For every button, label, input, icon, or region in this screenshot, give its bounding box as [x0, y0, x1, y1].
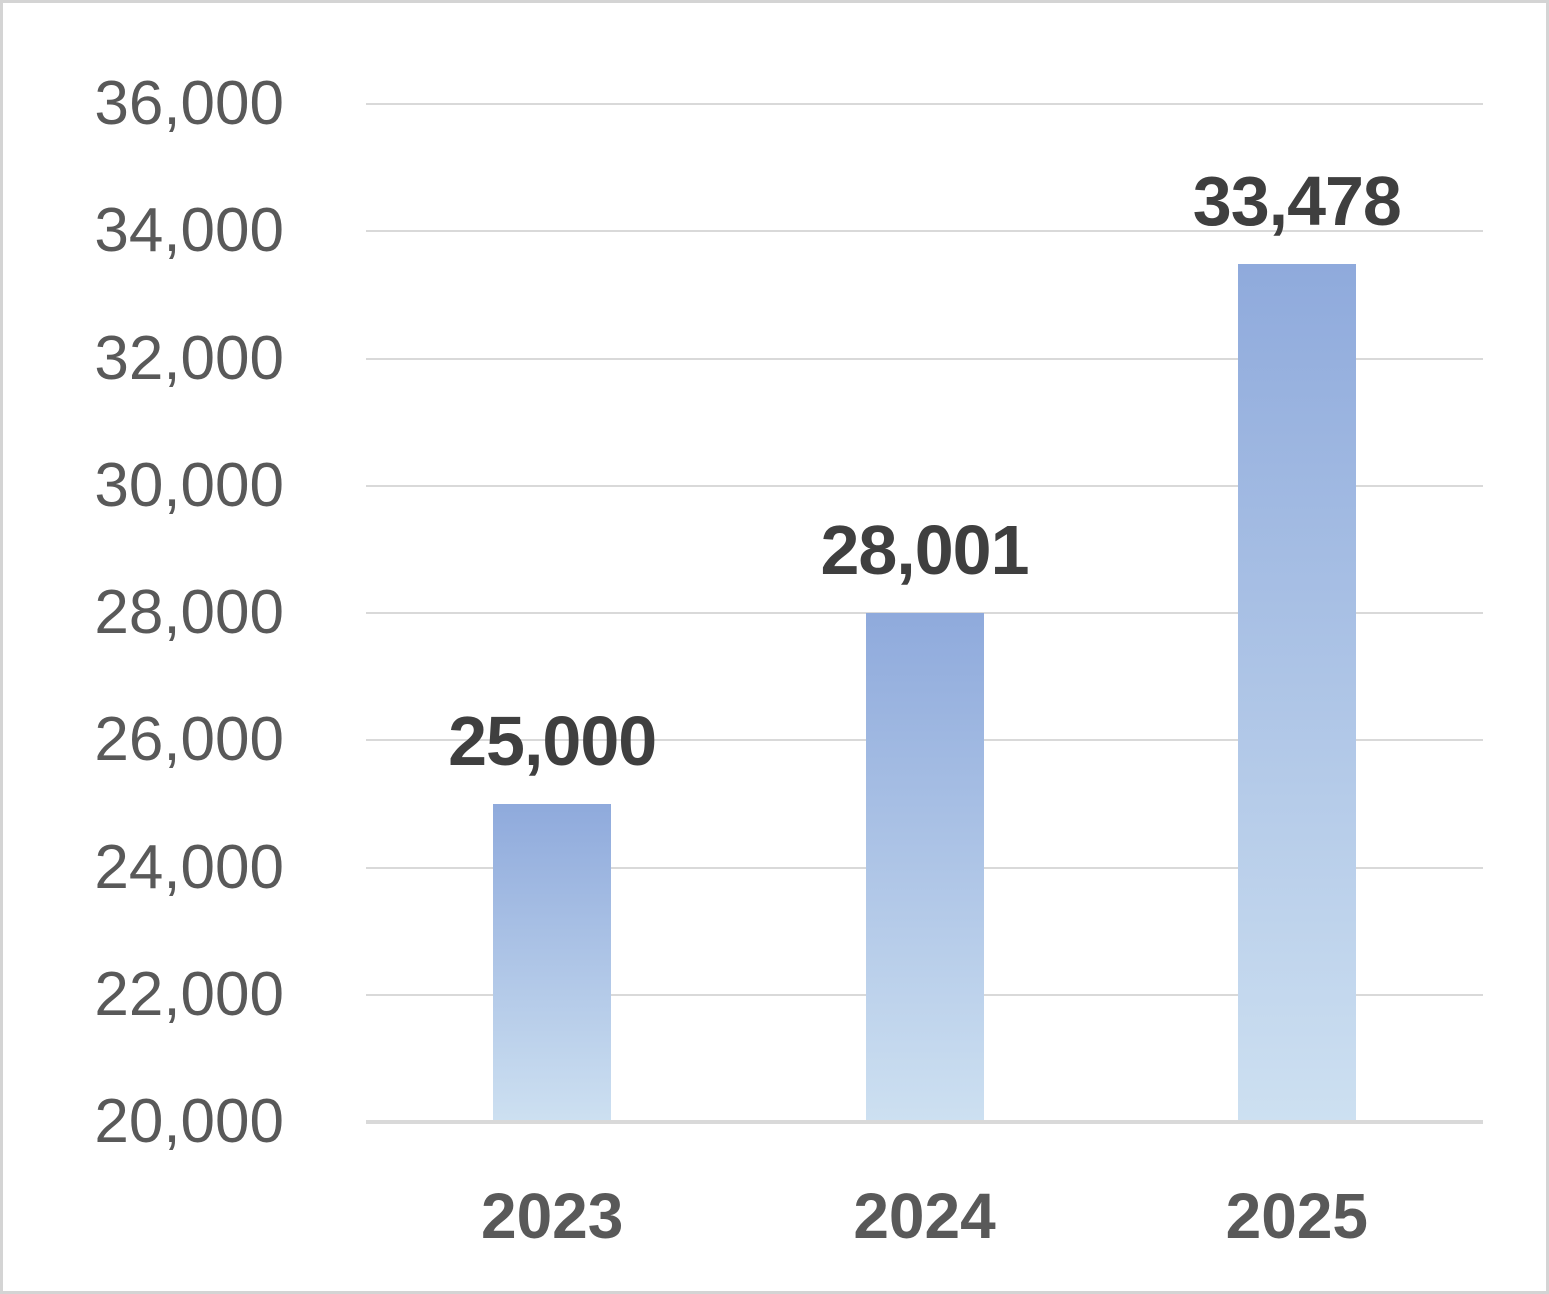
- x-axis-label-2023: 2023: [480, 1180, 624, 1252]
- x-axis-label-2025: 2025: [1225, 1180, 1369, 1252]
- data-label-2025: 33,478: [1192, 162, 1402, 241]
- y-axis-tick-label: 36,000: [94, 69, 284, 138]
- x-axis-line: [366, 1120, 1483, 1124]
- y-axis-tick-label: 32,000: [94, 323, 284, 393]
- bar-2023: [493, 803, 612, 1122]
- y-axis-tick-label: 22,000: [94, 959, 284, 1029]
- gridline-32000: [366, 357, 1483, 360]
- y-axis-tick-label: 34,000: [94, 196, 284, 266]
- gridline-30000: [366, 484, 1483, 487]
- y-axis-tick-label: 28,000: [94, 578, 284, 647]
- gridline-36000: [366, 103, 1483, 105]
- y-axis-tick-label: 26,000: [94, 705, 284, 775]
- data-label-2023: 25,000: [448, 701, 657, 780]
- data-label-2024: 28,001: [820, 510, 1029, 589]
- y-axis-tick-label: 30,000: [94, 450, 284, 520]
- gridline-34000: [366, 230, 1483, 233]
- y-axis-tick-label: 24,000: [94, 832, 284, 902]
- bars-layer: [3, 3, 1546, 1291]
- bar-2024: [865, 612, 984, 1122]
- y-axis-tick-label: 20,000: [94, 1087, 284, 1156]
- bar-2025: [1237, 264, 1356, 1122]
- x-axis-label-2024: 2024: [853, 1180, 996, 1252]
- labels-layer: 20,000 22,000 24,000 26,000 28,000 30,000 32,0…: [3, 3, 1546, 1291]
